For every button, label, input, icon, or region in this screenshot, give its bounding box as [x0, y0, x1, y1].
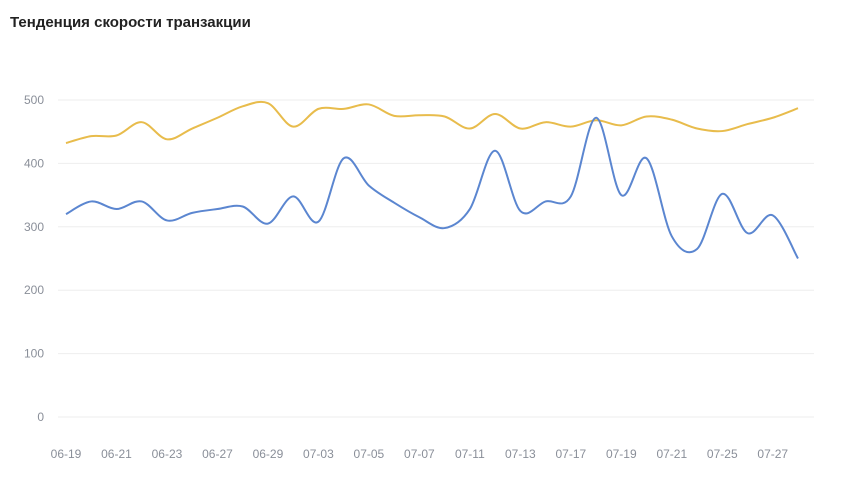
x-tick-label: 07-05 [354, 447, 385, 461]
y-tick-label: 300 [24, 220, 44, 234]
y-tick-label: 400 [24, 156, 44, 170]
y-tick-label: 200 [24, 283, 44, 297]
x-tick-label: 06-21 [101, 447, 132, 461]
x-tick-label: 07-07 [404, 447, 435, 461]
y-tick-label: 500 [24, 93, 44, 107]
x-axis-ticks: 06-19 06-21 06-23 06-27 06-29 07-03 07-05 07-07… [51, 447, 789, 461]
series-layer [65, 100, 799, 260]
series-line-1 [65, 100, 799, 145]
x-tick-label: 06-29 [253, 447, 284, 461]
x-tick-label: 07-03 [303, 447, 334, 461]
x-tick-label: 06-23 [152, 447, 183, 461]
x-tick-label: 07-17 [555, 447, 586, 461]
y-tick-label: 0 [37, 410, 44, 424]
x-tick-label: 07-13 [505, 447, 536, 461]
x-tick-label: 07-21 [656, 447, 687, 461]
x-tick-label: 06-19 [51, 447, 82, 461]
grid-layer [58, 99, 814, 418]
chart-title: Тенденция скорости транзакции [10, 14, 251, 31]
y-axis-ticks: 0 100 200 300 400 500 [24, 93, 44, 424]
x-tick-label: 06-27 [202, 447, 233, 461]
x-tick-label: 07-27 [757, 447, 788, 461]
x-tick-label: 07-11 [455, 447, 485, 461]
y-tick-label: 100 [24, 347, 44, 361]
series-line-2 [65, 116, 799, 260]
x-tick-label: 07-25 [707, 447, 738, 461]
x-tick-label: 07-19 [606, 447, 637, 461]
